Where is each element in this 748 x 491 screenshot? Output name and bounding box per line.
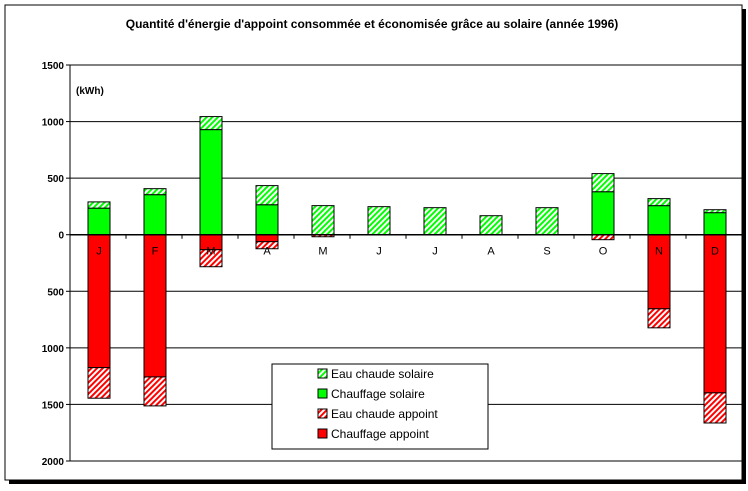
x-tick-label: J	[376, 246, 382, 258]
bar-segment	[255, 241, 279, 250]
bar-segment	[255, 204, 279, 236]
y-tick-label: 500	[47, 287, 64, 298]
bar-segment	[423, 207, 447, 236]
bar-segment	[143, 376, 167, 407]
bar-segment	[199, 129, 223, 236]
bar-segment	[703, 392, 727, 424]
bar-segment	[591, 173, 615, 193]
y-tick-label: 500	[47, 174, 64, 185]
legend-swatch	[317, 368, 328, 379]
legend-label: Eau chaude appoint	[331, 407, 438, 421]
x-tick-label: F	[152, 246, 159, 258]
bar-segment	[87, 367, 111, 399]
bar-segment	[255, 234, 279, 243]
x-tick-label: J	[96, 246, 102, 258]
bar-segment	[647, 205, 671, 236]
x-tick-label: J	[432, 246, 438, 258]
bar-segment	[703, 209, 727, 214]
legend-box	[271, 363, 489, 450]
chart-title: Quantité d'énergie d'appoint consommée e…	[126, 17, 619, 31]
bar-segment	[479, 215, 503, 236]
legend-label: Chauffage solaire	[331, 387, 425, 401]
bar-segment	[87, 201, 111, 209]
y-tick-label: 0	[58, 231, 64, 242]
legend-label: Chauffage appoint	[331, 427, 430, 441]
legend-swatch	[317, 428, 328, 439]
unit-label: (kWh)	[76, 86, 104, 97]
bar-segment	[199, 249, 223, 268]
x-tick-label: N	[655, 246, 663, 258]
bar-segment	[87, 207, 111, 236]
y-tick-label: 1000	[42, 118, 65, 129]
legend-label: Eau chaude solaire	[331, 367, 434, 381]
bar-segment	[591, 191, 615, 236]
x-tick-label: M	[206, 246, 215, 258]
bar-segment	[703, 212, 727, 236]
x-tick-label: S	[543, 246, 550, 258]
bar-segment	[199, 116, 223, 131]
bar-segment	[367, 206, 391, 236]
bar-segment	[647, 198, 671, 207]
bar-segment	[703, 234, 727, 394]
x-tick-label: O	[599, 246, 608, 258]
bar-segment	[255, 185, 279, 206]
x-tick-label: M	[318, 246, 327, 258]
bar-segment	[311, 205, 335, 236]
legend-swatch	[317, 408, 328, 419]
y-tick-label: 1500	[42, 400, 65, 411]
x-tick-label: A	[487, 246, 495, 258]
x-tick-label: D	[711, 246, 719, 258]
bar-segment	[535, 207, 559, 236]
y-tick-label: 2000	[42, 457, 65, 468]
y-tick-label: 1000	[42, 344, 65, 355]
legend-swatch	[317, 388, 328, 399]
bar-segment	[143, 188, 167, 196]
x-tick-label: A	[263, 246, 271, 258]
bar-segment	[143, 194, 167, 236]
legend: Eau chaude solaire Chauffage solaire Eau c…	[271, 363, 489, 450]
y-tick-label: 1500	[42, 61, 65, 72]
bar-segment	[647, 308, 671, 329]
